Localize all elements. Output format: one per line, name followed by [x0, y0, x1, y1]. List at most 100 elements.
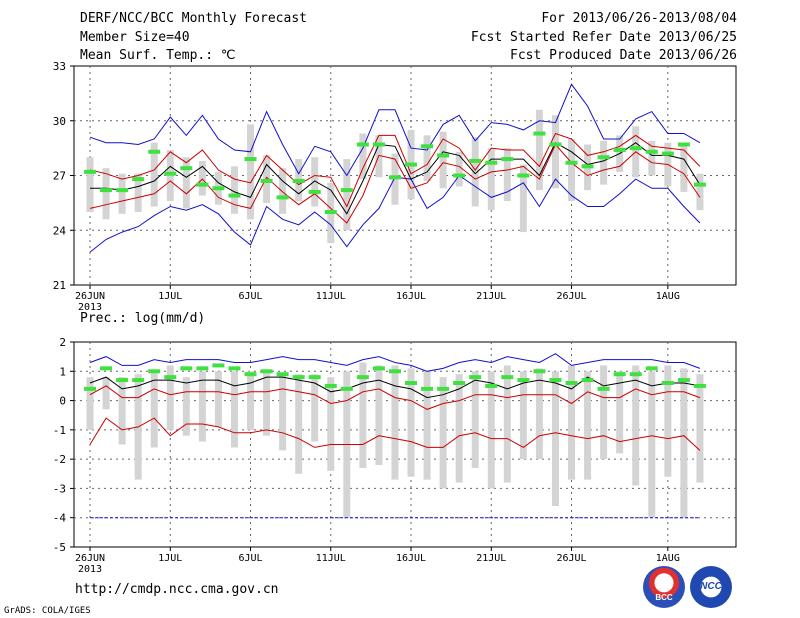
prec-observed-mark — [501, 375, 514, 380]
prec-observed-mark — [196, 366, 209, 371]
prec-xtick-label: 26JUN — [75, 553, 105, 564]
temp-spread-box — [182, 157, 190, 209]
temp-spread-box — [343, 159, 351, 231]
prec-observed-mark — [260, 369, 273, 374]
prec-spread-box — [182, 377, 190, 436]
temp-observed-mark — [501, 157, 514, 162]
prec-ytick-label: -5 — [53, 541, 66, 554]
temp-observed-mark — [485, 160, 498, 165]
prec-spread-box — [535, 368, 543, 460]
prec-ytick-label: -2 — [53, 453, 66, 466]
temp-spread-box — [150, 142, 158, 207]
prec-observed-mark — [437, 386, 450, 391]
forecast-produced-label: Fcst Produced Date 2013/06/26 — [510, 48, 737, 63]
temp-xtick-label: 21JUL — [476, 291, 506, 302]
prec-spread-box — [375, 365, 383, 465]
temp-xtick-label: 6JUL — [238, 291, 262, 302]
temp-observed-mark — [661, 151, 674, 156]
prec-observed-mark — [677, 378, 690, 383]
bcc-logo: BCC — [643, 566, 685, 608]
temp-lower-spread-line — [89, 143, 701, 224]
prec-spread-box — [648, 371, 656, 518]
temp-spread-box — [439, 131, 447, 189]
prec-observed-mark — [276, 372, 289, 377]
prec-xtick-label: 26JUL — [556, 553, 586, 564]
prec-ytick-label: -4 — [53, 512, 67, 525]
temp-observed-mark — [693, 182, 706, 187]
temp-observed-mark — [517, 173, 530, 178]
prec-observed-mark — [340, 386, 353, 391]
temp-xtick-label: 26JUN — [75, 291, 105, 302]
prec-max-line — [89, 353, 701, 372]
prec-observed-mark — [244, 372, 257, 377]
temp-spread-box — [311, 157, 319, 207]
temp-observed-mark — [469, 158, 482, 163]
source-url[interactable]: http://cmdp.ncc.cma.gov.cn — [75, 582, 279, 597]
temp-observed-mark — [84, 169, 97, 174]
temp-observed-mark — [372, 142, 385, 147]
prec-observed-mark — [212, 363, 225, 368]
prec-observed-mark — [421, 386, 434, 391]
prec-observed-mark — [613, 372, 626, 377]
prec-lower-spread-line — [89, 417, 701, 451]
temp-observed-mark — [100, 188, 113, 193]
prec-spread-box — [696, 374, 704, 483]
prec-spread-box — [407, 368, 415, 477]
temp-observed-mark — [228, 193, 241, 198]
ncc-logo: NCC — [690, 566, 732, 608]
prec-observed-mark — [324, 383, 337, 388]
prec-ytick-label: -3 — [53, 482, 66, 495]
prec-observed-mark — [693, 383, 706, 388]
prec-xtick-label: 1JUL — [158, 553, 182, 564]
prec-spread-box — [471, 371, 479, 468]
prec-spread-box — [118, 377, 126, 445]
temp-observed-mark — [645, 149, 658, 154]
temp-observed-mark — [292, 178, 305, 183]
prec-observed-mark — [485, 383, 498, 388]
ncc-logo-text: NCC — [700, 581, 722, 592]
prec-spread-box — [102, 377, 110, 410]
prec-spread-box — [214, 371, 222, 427]
temp-observed-mark — [581, 164, 594, 169]
temp-spread-box — [519, 164, 527, 233]
temp-ytick-label: 30 — [53, 115, 66, 128]
temp-spread-box — [423, 135, 431, 181]
prec-observed-mark — [228, 366, 241, 371]
prec-xtick-label: 6JUL — [238, 553, 262, 564]
prec-xtick-label: 21JUL — [476, 553, 506, 564]
prec-observed-mark — [356, 375, 369, 380]
prec-observed-mark — [132, 378, 145, 383]
prec-spread-box — [86, 377, 94, 430]
temp-p90-line — [89, 83, 701, 177]
prec-spread-box — [247, 371, 255, 430]
temp-observed-mark — [132, 177, 145, 182]
temp-observed-mark — [453, 173, 466, 178]
temp-observed-mark — [565, 160, 578, 165]
temp-spread-box — [487, 148, 495, 211]
prec-xtick-label: 1AUG — [656, 553, 680, 564]
temp-observed-mark — [388, 175, 401, 180]
temp-spread-box — [568, 139, 576, 202]
prec-spread-box — [166, 365, 174, 430]
temp-spread-box — [118, 173, 126, 214]
temp-xtick-label: 1JUL — [158, 291, 182, 302]
temp-observed-mark — [276, 195, 289, 200]
temp-observed-mark — [405, 162, 418, 167]
prec-spread-box — [455, 374, 463, 483]
temp-spread-box — [471, 137, 479, 207]
prec-observed-mark — [453, 381, 466, 385]
prec-upper-spread-line — [89, 385, 701, 410]
temp-observed-mark — [196, 182, 209, 187]
prec-observed-mark — [549, 378, 562, 383]
temp-xtick-sublabel: 2013 — [78, 302, 102, 313]
member-size-label: Member Size=40 — [80, 30, 190, 45]
temp-observed-mark — [629, 146, 642, 151]
prec-spread-box — [359, 362, 367, 468]
temp-xtick-label: 26JUL — [556, 291, 586, 302]
prec-observed-mark — [405, 381, 418, 385]
prec-spread-box — [616, 371, 624, 454]
prec-xtick-label: 11JUL — [316, 553, 346, 564]
temp-spread-box — [503, 148, 511, 202]
prec-mean-line — [89, 376, 700, 399]
prec-spread-box — [600, 365, 608, 460]
